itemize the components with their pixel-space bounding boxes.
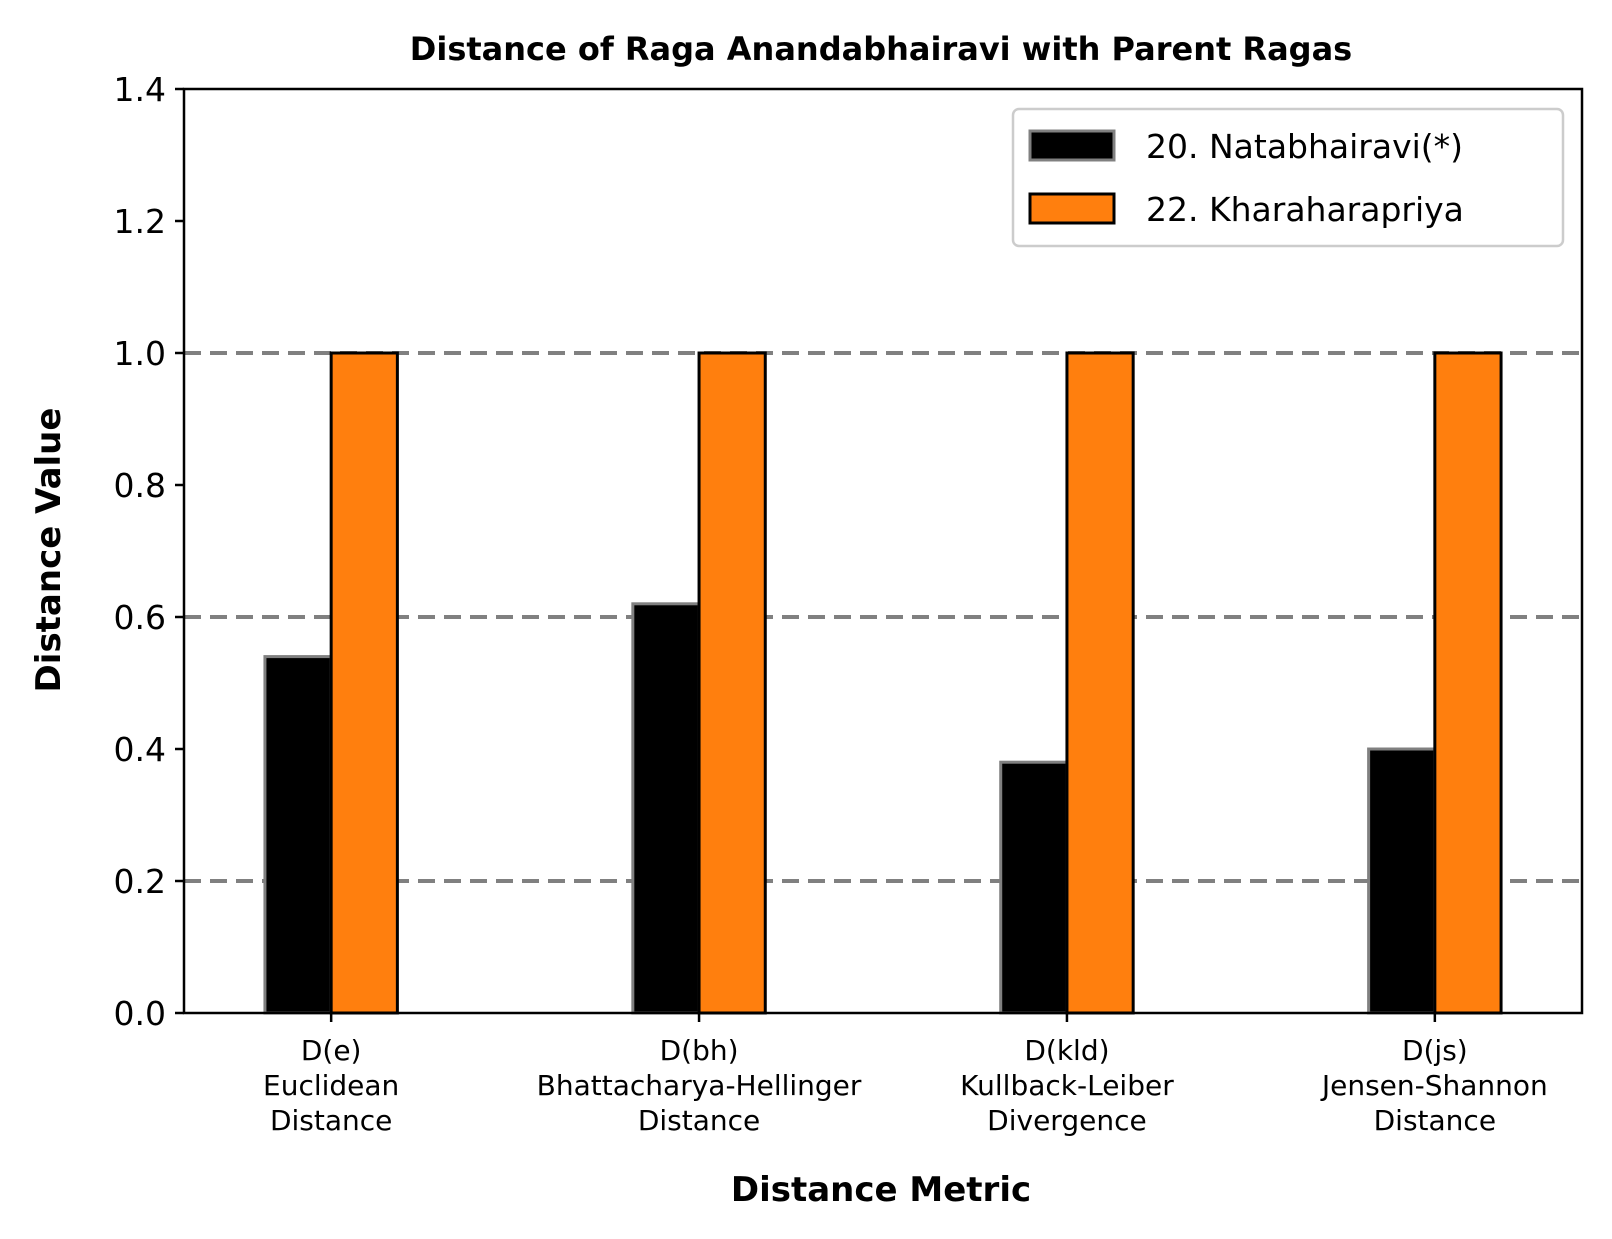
- x-tick-label-line: Jensen-Shannon: [1320, 1069, 1548, 1102]
- y-tick-label: 1.2: [114, 202, 166, 241]
- axes: [182, 87, 1584, 1015]
- bar: [1065, 351, 1135, 1015]
- y-tick-label: 0.8: [114, 466, 166, 505]
- legend-entry: 20. Natabhairavi(*): [1028, 127, 1463, 166]
- x-tick-label-line: Distance: [1374, 1104, 1496, 1137]
- y-tick-label: 1.0: [114, 334, 166, 373]
- x-tick-label-line: Bhattacharya-Hellinger: [537, 1069, 862, 1102]
- legend-swatch: [1028, 192, 1116, 225]
- x-tick-label: D(e) Euclidean Distance: [263, 1034, 399, 1137]
- x-tick-label: D(kld) Kullback-Leiber Divergence: [960, 1034, 1174, 1137]
- y-axis-ticks: 0.0 0.2 0.4 0.6 0.8 1.0 1.2 1.4: [114, 70, 184, 1033]
- bar: [1367, 747, 1437, 1015]
- bar: [631, 602, 701, 1015]
- series-2: [329, 351, 1503, 1015]
- plot-frame: [182, 87, 1584, 1015]
- y-tick-label: 0.6: [114, 598, 166, 637]
- x-tick-label-line: D(kld): [1024, 1034, 1109, 1067]
- x-tick-label-line: Distance: [638, 1104, 760, 1137]
- y-tick-label: 0.2: [114, 862, 166, 901]
- legend-box: [1011, 107, 1565, 248]
- y-tick-label: 1.4: [114, 70, 166, 109]
- x-tick-label-line: D(js): [1402, 1034, 1468, 1067]
- x-tick-label-line: Distance: [270, 1104, 392, 1137]
- legend: 20. Natabhairavi(*) 22. Kharaharapriya: [1011, 107, 1565, 248]
- bar: [263, 655, 333, 1015]
- x-tick-label-line: Divergence: [987, 1104, 1147, 1137]
- y-tick-label: 0.0: [114, 994, 166, 1033]
- bar: [999, 760, 1069, 1015]
- chart-title: Distance of Raga Anandabhairavi with Par…: [410, 30, 1352, 68]
- legend-label: 20. Natabhairavi(*): [1146, 127, 1463, 166]
- y-axis-title: Distance Value: [29, 408, 69, 693]
- x-axis-title: Distance Metric: [731, 1170, 1031, 1210]
- x-tick-label-line: Euclidean: [263, 1069, 399, 1102]
- legend-swatch: [1028, 129, 1116, 162]
- series-1: [263, 602, 1437, 1015]
- x-tick-label: D(js) Jensen-Shannon Distance: [1320, 1034, 1548, 1137]
- bars: [263, 351, 1503, 1015]
- legend-entry: 22. Kharaharapriya: [1028, 190, 1464, 229]
- legend-label: 22. Kharaharapriya: [1146, 190, 1464, 229]
- bar: [329, 351, 399, 1015]
- y-tick-label: 0.4: [114, 730, 166, 769]
- x-tick-label-line: D(e): [301, 1034, 362, 1067]
- x-tick-label: D(bh) Bhattacharya-Hellinger Distance: [537, 1034, 862, 1137]
- bar: [1433, 351, 1503, 1015]
- bar: [697, 351, 767, 1015]
- x-tick-label-line: Kullback-Leiber: [960, 1069, 1174, 1102]
- x-tick-label-line: D(bh): [660, 1034, 739, 1067]
